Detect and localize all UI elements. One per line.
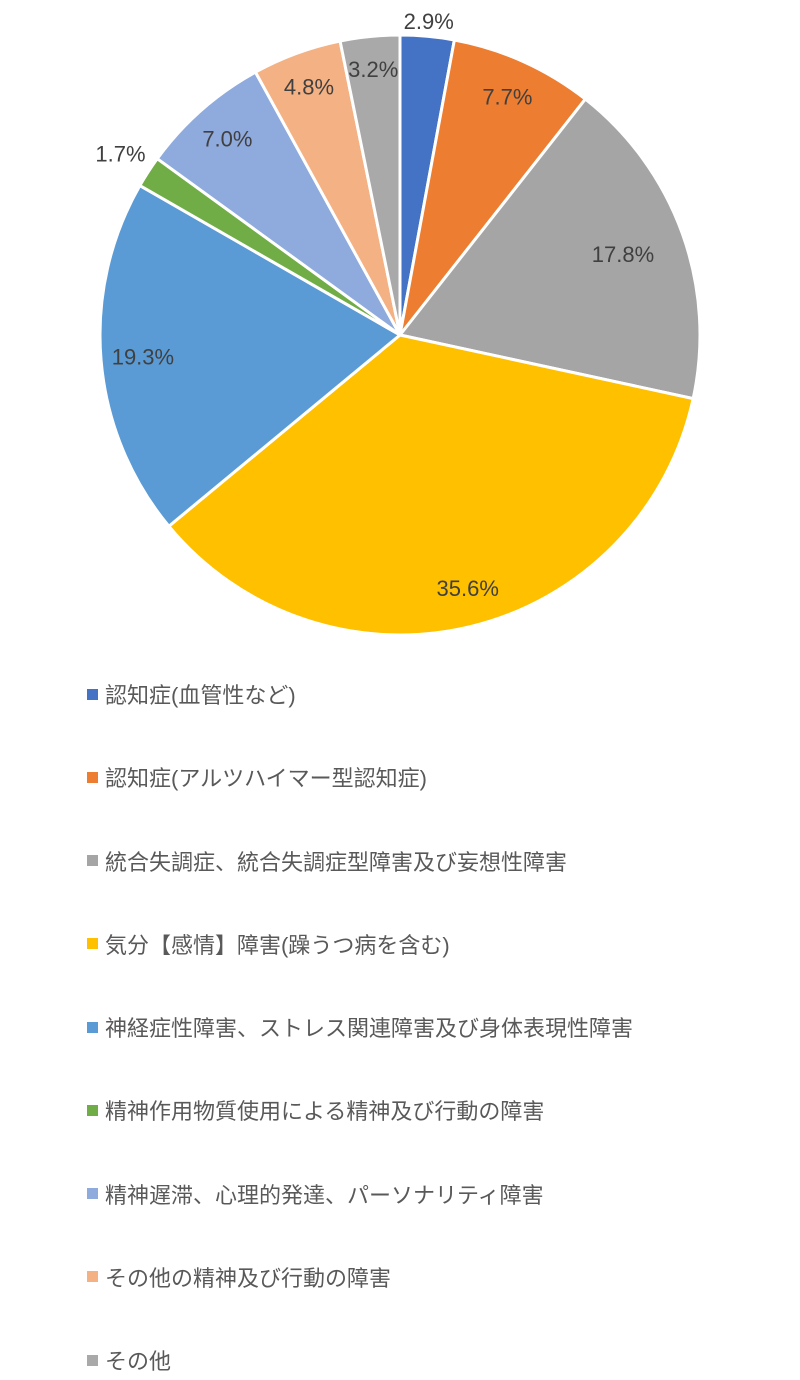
legend-label: 神経症性障害、ストレス関連障害及び身体表現性障害	[105, 1016, 634, 1041]
chart-legend: 認知症(血管性など) 認知症(アルツハイマー型認知症) 統合失調症、統合失調症型障害…	[87, 0, 787, 1380]
legend-item-6: 精神作用物質使用による精神及び行動の障害	[87, 1097, 545, 1125]
pie-slice-label-1: 2.9%	[404, 9, 454, 34]
pie-chart-svg: 2.9% 7.7% 17.8% 35.6% 19.3% 1.7% 7.0% 4.8% 3.2%	[95, 9, 702, 637]
legend-marker-icon	[87, 855, 98, 866]
legend-marker-icon	[87, 1104, 98, 1116]
pie-slice-5	[98, 184, 402, 528]
pie-slice-3	[398, 97, 702, 401]
pie-slice-label-5: 19.3%	[112, 344, 174, 369]
legend-label: その他の精神及び行動の障害	[105, 1265, 392, 1291]
legend-marker-icon	[87, 771, 98, 783]
legend-item-8: その他の精神及び行動の障害	[87, 1264, 392, 1291]
legend-marker-icon	[87, 938, 98, 950]
legend-label: 気分【感情】障害(躁うつ病を含む)	[105, 932, 450, 958]
legend-marker-icon	[87, 1271, 98, 1283]
legend-item-2: 認知症(アルツハイマー型認知症)	[87, 764, 427, 792]
pie-slice-7	[155, 70, 402, 337]
pie-slice-label-4: 35.6%	[437, 576, 499, 601]
legend-marker-icon	[87, 1188, 98, 1199]
legend-label: 統合失調症、統合失調症型障害及び妄想性障害	[105, 849, 568, 875]
pie-slice-label-3: 17.8%	[592, 242, 654, 267]
pie-slice-label-9: 3.2%	[348, 57, 398, 82]
pie-slice-4	[167, 333, 695, 637]
legend-item-9: その他	[87, 1347, 172, 1374]
legend-marker-icon	[87, 1021, 98, 1033]
legend-item-7: 精神遅滞、心理的発達、パーソナリティ障害	[87, 1181, 544, 1208]
legend-label: 認知症(血管性など)	[105, 683, 296, 708]
pie-slice-2	[398, 38, 587, 337]
legend-label: 認知症(アルツハイマー型認知症)	[105, 766, 427, 792]
legend-item-1: 認知症(血管性など)	[87, 681, 296, 708]
legend-marker-icon	[87, 1354, 98, 1366]
pie-slice-9	[338, 33, 402, 337]
legend-label: 精神遅滞、心理的発達、パーソナリティ障害	[105, 1182, 544, 1208]
pie-slice-label-7: 7.0%	[202, 127, 252, 152]
pie-slice-label-2: 7.7%	[482, 85, 532, 110]
legend-marker-icon	[87, 688, 98, 700]
pie-chart: 2.9% 7.7% 17.8% 35.6% 19.3% 1.7% 7.0% 4.8% 3.2%	[0, 0, 800, 660]
legend-label: その他	[105, 1349, 172, 1374]
legend-item-5: 神経症性障害、ストレス関連障害及び身体表現性障害	[87, 1014, 634, 1041]
pie-slice-label-6: 1.7%	[95, 141, 145, 166]
legend-label: 精神作用物質使用による精神及び行動の障害	[105, 1099, 545, 1125]
legend-item-3: 統合失調症、統合失調症型障害及び妄想性障害	[87, 848, 568, 875]
legend-item-4: 気分【感情】障害(躁うつ病を含む)	[87, 931, 450, 958]
pie-slice-label-8: 4.8%	[284, 75, 334, 100]
